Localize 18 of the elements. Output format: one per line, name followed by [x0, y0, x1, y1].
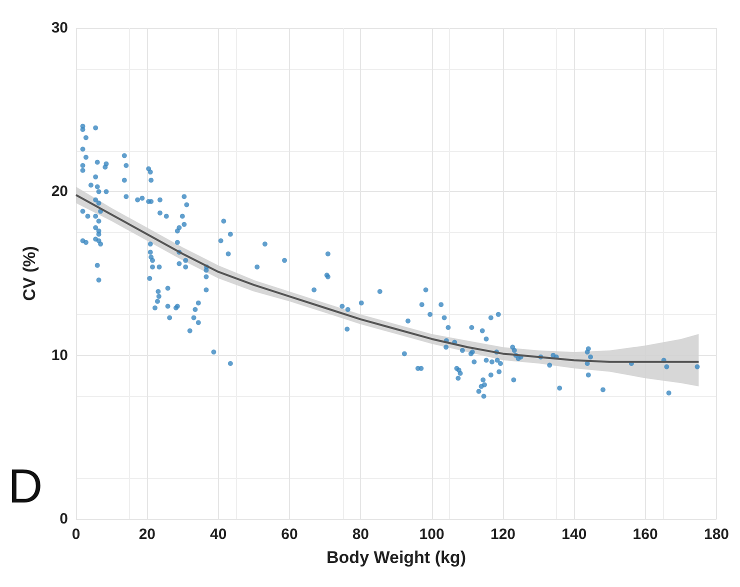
x-tick-label: 80	[352, 526, 370, 543]
x-tick-label: 100	[419, 526, 444, 543]
y-tick-label: 0	[60, 510, 68, 528]
x-tick-label: 0	[72, 526, 80, 543]
x-tick-label: 20	[138, 526, 156, 543]
y-axis-title: CV (%)	[20, 246, 39, 301]
text: D	[8, 460, 43, 514]
y-tick-label: 10	[51, 346, 68, 364]
x-tick-label: 40	[210, 526, 227, 543]
x-tick-label: 120	[490, 526, 516, 543]
x-tick-label: 180	[704, 526, 729, 543]
x-tick-label: 60	[281, 526, 298, 543]
x-tick-label: 160	[632, 526, 658, 543]
x-axis-title: Body Weight (kg)	[326, 548, 466, 567]
line-series	[75, 194, 700, 363]
y-tick-label: 30	[51, 20, 68, 36]
x-tick-label: 140	[562, 526, 587, 543]
y-tick-label: 20	[51, 183, 68, 200]
